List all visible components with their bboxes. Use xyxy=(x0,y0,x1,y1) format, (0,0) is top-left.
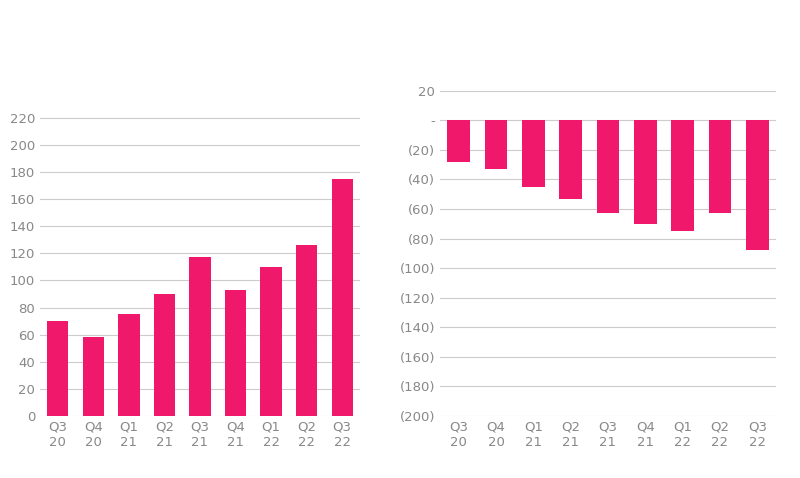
Bar xyxy=(671,120,694,231)
Bar xyxy=(82,337,104,416)
Bar xyxy=(559,120,582,199)
Bar xyxy=(634,120,657,224)
Bar xyxy=(597,120,619,214)
Bar xyxy=(190,258,210,416)
Text: Written premiums ($M): Written premiums ($M) xyxy=(53,52,347,72)
Bar xyxy=(261,267,282,416)
Bar xyxy=(522,120,545,187)
Bar xyxy=(225,290,246,416)
Bar xyxy=(447,120,470,162)
Bar xyxy=(746,120,769,250)
Bar xyxy=(47,321,69,416)
Text: Net Losses ($M): Net Losses ($M) xyxy=(507,52,709,72)
Bar xyxy=(331,179,353,416)
Bar xyxy=(118,315,139,416)
Bar xyxy=(485,120,507,169)
Bar xyxy=(709,120,731,214)
Bar xyxy=(296,245,318,416)
Bar xyxy=(154,294,175,416)
